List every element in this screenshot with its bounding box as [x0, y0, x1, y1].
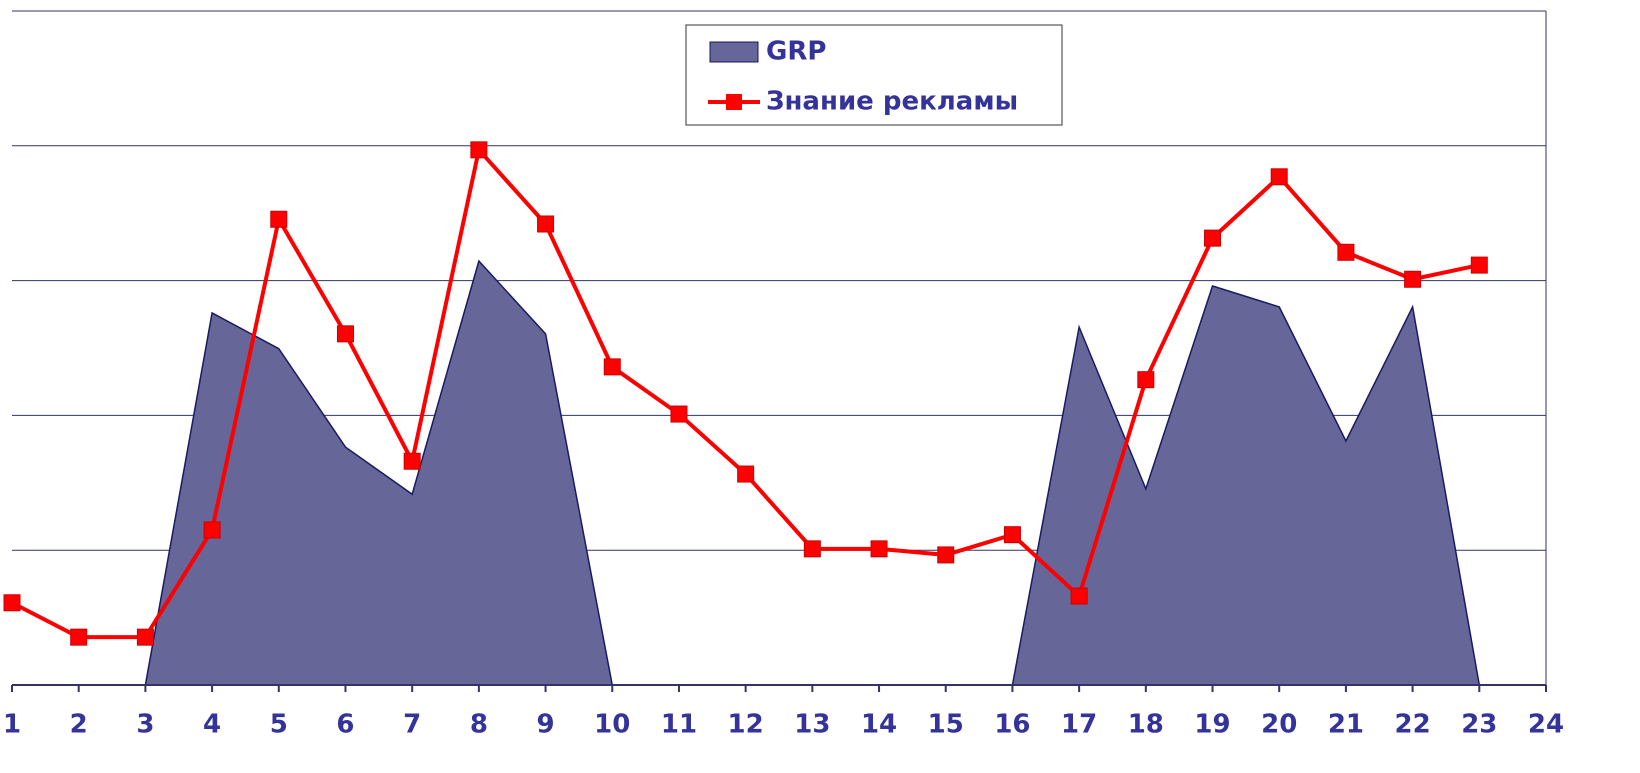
- marker: [70, 628, 88, 646]
- marker: [336, 325, 354, 343]
- legend-label: GRP: [766, 37, 826, 67]
- x-tick-label: 17: [1061, 710, 1097, 740]
- x-tick-label: 16: [994, 710, 1030, 740]
- marker: [1337, 243, 1355, 261]
- legend-label: Знание рекламы: [766, 87, 1018, 117]
- marker: [136, 628, 154, 646]
- marker: [270, 210, 288, 228]
- x-tick-label: 1: [3, 710, 21, 740]
- marker: [1204, 229, 1222, 247]
- marker: [3, 594, 21, 612]
- marker: [1270, 168, 1288, 186]
- marker: [1404, 270, 1422, 288]
- x-tick-label: 21: [1328, 710, 1364, 740]
- x-tick-label: 12: [728, 710, 764, 740]
- x-tick-label: 5: [270, 710, 288, 740]
- x-tick-label: 18: [1128, 710, 1164, 740]
- marker: [737, 465, 755, 483]
- x-tick-label: 20: [1261, 710, 1297, 740]
- marker: [1003, 526, 1021, 544]
- marker: [203, 521, 221, 539]
- x-tick-label: 9: [537, 710, 555, 740]
- x-tick-label: 10: [594, 710, 630, 740]
- x-tick-label: 11: [661, 710, 697, 740]
- x-tick-label: 3: [136, 710, 154, 740]
- x-tick-label: 15: [928, 710, 964, 740]
- marker: [937, 546, 955, 564]
- x-tick-label: 4: [203, 710, 221, 740]
- x-tick-label: 7: [403, 710, 421, 740]
- x-tick-label: 24: [1528, 710, 1564, 740]
- marker: [470, 141, 488, 159]
- marker: [603, 358, 621, 376]
- x-tick-label: 6: [336, 710, 354, 740]
- x-tick-label: 2: [70, 710, 88, 740]
- legend-key-marker: [726, 94, 742, 110]
- marker: [403, 452, 421, 470]
- x-tick-label: 23: [1461, 710, 1497, 740]
- x-tick-label: 14: [861, 710, 897, 740]
- marker: [670, 405, 688, 423]
- marker: [803, 540, 821, 558]
- x-tick-label: 13: [794, 710, 830, 740]
- marker: [1470, 256, 1488, 274]
- x-tick-label: 19: [1194, 710, 1230, 740]
- x-tick-label: 22: [1395, 710, 1431, 740]
- marker: [1070, 587, 1088, 605]
- marker: [1137, 371, 1155, 389]
- legend-key: [709, 41, 759, 63]
- x-tick-label: 8: [470, 710, 488, 740]
- marker: [537, 215, 555, 233]
- marker: [870, 540, 888, 558]
